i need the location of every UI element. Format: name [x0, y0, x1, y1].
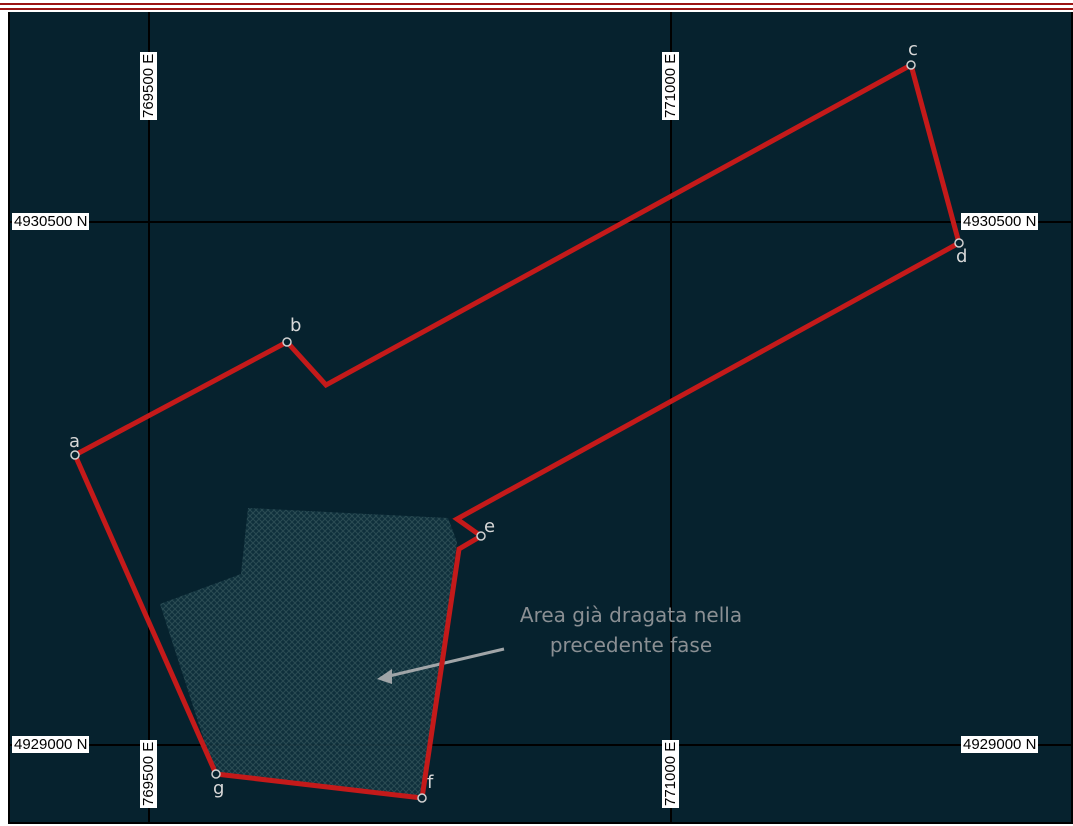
grid-label-east-right-top: 771000 E	[662, 51, 679, 120]
vertex-b-marker	[282, 337, 292, 347]
vertex-d-marker	[954, 238, 964, 248]
vertex-label-g: g	[213, 778, 225, 799]
top-border-line-inner	[0, 8, 1073, 10]
dredged-area-annotation: Area già dragata nella precedente fase	[486, 600, 776, 660]
dredged-area	[160, 508, 457, 797]
top-border-line	[0, 3, 1073, 5]
dredging-boundary	[71, 61, 962, 801]
grid-label-north-bottom-right: 4929000 N	[961, 736, 1039, 753]
grid-label-east-left-top: 769500 E	[140, 51, 157, 120]
vertex-label-d: d	[956, 246, 968, 267]
grid-label-north-bottom-left: 4929000 N	[12, 736, 90, 753]
vertex-e-marker	[476, 531, 486, 541]
grid-label-east-left-bottom: 769500 E	[140, 739, 157, 808]
vertex-label-a: a	[69, 431, 81, 452]
map-canvas[interactable]: 4930500 N 4930500 N 4929000 N 4929000 N …	[8, 12, 1073, 824]
vertex-g-marker	[211, 769, 221, 779]
annotation-arrow-head	[377, 669, 392, 684]
vertex-label-f: f	[427, 772, 434, 793]
grid-label-east-right-bottom: 771000 E	[662, 739, 679, 808]
map-drawing	[10, 12, 1071, 822]
annotation-line-1: Area già dragata nella	[519, 603, 743, 627]
vertex-label-b: b	[290, 315, 302, 336]
grid-label-north-top-right: 4930500 N	[961, 213, 1039, 230]
vertex-c-marker	[906, 60, 916, 70]
vertex-label-c: c	[908, 39, 918, 60]
grid-label-north-top-left: 4930500 N	[12, 213, 90, 230]
vertex-a-marker	[70, 450, 80, 460]
vertex-f-marker	[417, 793, 427, 803]
annotation-line-2: precedente fase	[549, 633, 713, 657]
vertex-label-e: e	[484, 516, 496, 537]
